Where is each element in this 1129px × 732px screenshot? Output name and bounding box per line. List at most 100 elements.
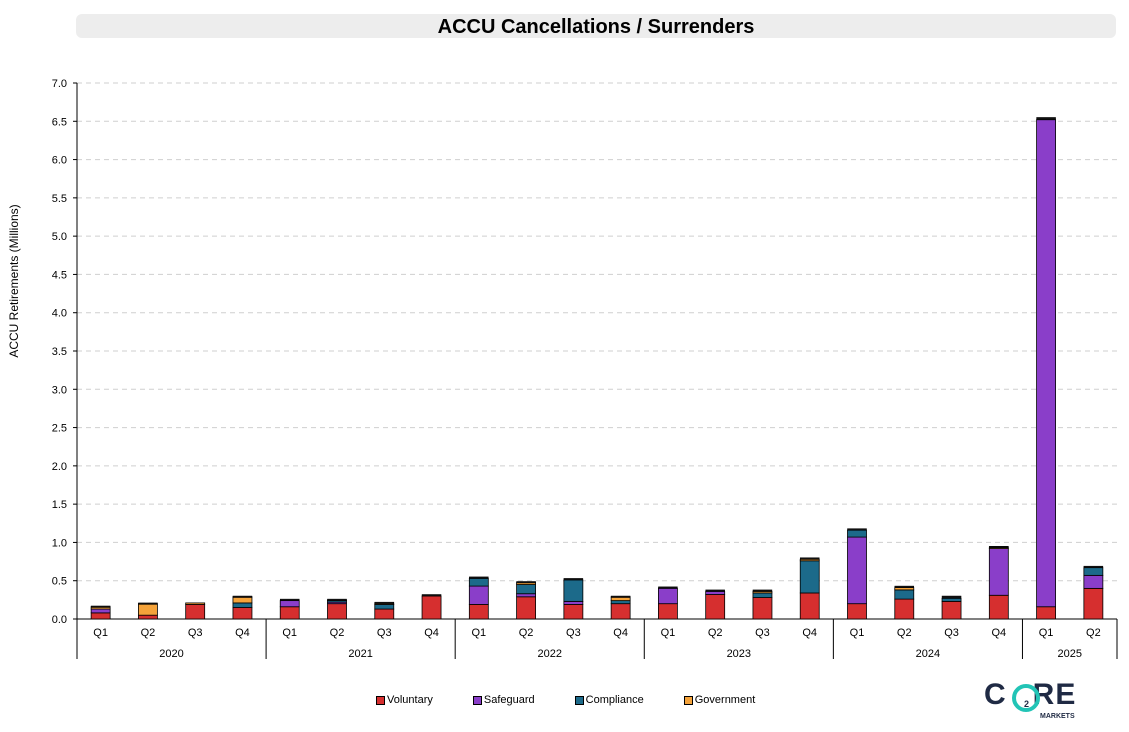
bar-voluntary xyxy=(894,598,915,620)
bar-voluntary xyxy=(563,604,584,620)
x-tick-label: Q4 xyxy=(613,627,628,639)
bar-cap xyxy=(90,605,111,608)
bar-cap xyxy=(374,601,395,604)
y-tick-label: 0.0 xyxy=(52,614,67,626)
x-tick-label: Q4 xyxy=(424,627,439,639)
y-tick-label: 4.5 xyxy=(52,269,67,281)
x-tick-label: Q2 xyxy=(330,627,345,639)
bar-voluntary xyxy=(279,606,300,620)
x-tick-label: Q3 xyxy=(377,627,392,639)
x-tick-label: Q3 xyxy=(755,627,770,639)
year-label: 2022 xyxy=(537,648,561,660)
x-tick-label: Q1 xyxy=(661,627,676,639)
core-markets-logo: C RE 2 MARKETS xyxy=(984,678,1090,722)
bar-voluntary xyxy=(988,594,1009,620)
bar-cap xyxy=(989,546,1009,549)
legend-item: Safeguard xyxy=(472,694,535,706)
legend-swatch xyxy=(472,695,482,705)
bar-safeguard xyxy=(988,548,1009,596)
bar-voluntary xyxy=(799,592,820,620)
bar-voluntary xyxy=(90,612,111,620)
bar-safeguard xyxy=(658,587,678,605)
bar-compliance xyxy=(374,604,395,610)
bar-voluntary xyxy=(610,603,631,620)
bar-voluntary xyxy=(1083,587,1104,620)
y-tick-label: 6.0 xyxy=(52,155,67,167)
year-label: 2024 xyxy=(916,648,940,660)
bar-safeguard xyxy=(1036,119,1056,608)
x-tick-label: Q3 xyxy=(566,627,581,639)
y-tick-label: 7.0 xyxy=(52,78,67,90)
x-tick-label: Q1 xyxy=(471,627,486,639)
bar-safeguard xyxy=(563,600,584,605)
x-tick-label: Q1 xyxy=(850,627,865,639)
bar-cap xyxy=(610,595,631,598)
x-tick-label: Q2 xyxy=(897,627,912,639)
bar-voluntary xyxy=(1036,606,1056,620)
x-tick-label: Q2 xyxy=(519,627,534,639)
x-tick-label: Q1 xyxy=(1039,627,1054,639)
bar-voluntary xyxy=(185,604,206,620)
bar-cap xyxy=(516,581,536,584)
y-tick-label: 0.5 xyxy=(52,576,67,588)
bar-compliance xyxy=(894,589,915,600)
x-tick-label: Q4 xyxy=(991,627,1006,639)
legend-item: Government xyxy=(683,694,756,706)
logo-subscript: 2 xyxy=(1024,699,1030,709)
y-tick-label: 4.0 xyxy=(52,308,67,320)
bar-cap xyxy=(279,598,300,601)
year-label: 2025 xyxy=(1057,648,1081,660)
bar-cap xyxy=(232,595,253,598)
bar-compliance xyxy=(941,597,962,602)
bar-cap xyxy=(705,589,725,592)
bar-voluntary xyxy=(327,603,347,620)
y-tick-label: 1.5 xyxy=(52,499,67,511)
bar-cap xyxy=(138,602,158,605)
bar-safeguard xyxy=(1083,574,1104,589)
bar-voluntary xyxy=(705,594,726,620)
legend-item: Compliance xyxy=(574,694,644,706)
bar-safeguard xyxy=(468,585,489,605)
x-tick-label: Q1 xyxy=(282,627,297,639)
bar-voluntary xyxy=(941,600,962,620)
bar-government xyxy=(185,602,206,605)
bar-voluntary xyxy=(658,603,678,620)
bar-cap xyxy=(894,585,915,588)
bar-cap xyxy=(1083,565,1104,568)
year-label: 2021 xyxy=(348,648,372,660)
logo-wordmark: C RE xyxy=(984,678,1077,711)
bar-cap xyxy=(847,528,867,531)
bar-cap xyxy=(658,586,678,589)
x-tick-label: Q3 xyxy=(944,627,959,639)
legend-label: Government xyxy=(694,694,756,706)
bar-cap xyxy=(941,595,962,599)
bar-government xyxy=(138,603,158,616)
year-label: 2023 xyxy=(727,648,751,660)
bar-compliance xyxy=(232,602,253,608)
y-tick-label: 6.5 xyxy=(52,116,67,128)
y-tick-label: 5.0 xyxy=(52,231,67,243)
bar-cap xyxy=(469,576,489,579)
bar-compliance xyxy=(610,600,631,605)
y-tick-label: 2.5 xyxy=(52,423,67,435)
bar-safeguard xyxy=(516,593,536,598)
y-tick-label: 1.0 xyxy=(52,537,67,549)
logo-subtext: MARKETS xyxy=(1040,713,1075,720)
bar-safeguard xyxy=(847,536,867,605)
bar-voluntary xyxy=(232,607,253,620)
bar-cap xyxy=(563,578,584,581)
bar-safeguard xyxy=(705,591,726,595)
bar-compliance xyxy=(468,578,489,587)
x-tick-label: Q2 xyxy=(1086,627,1101,639)
y-tick-label: 3.5 xyxy=(52,346,67,358)
legend-label: Safeguard xyxy=(483,694,535,706)
legend-swatch xyxy=(574,695,584,705)
bar-safeguard xyxy=(90,608,111,614)
y-tick-label: 3.0 xyxy=(52,384,67,396)
x-tick-label: Q4 xyxy=(802,627,817,639)
legend-item: Voluntary xyxy=(376,694,433,706)
bar-voluntary xyxy=(516,596,536,620)
bar-cap xyxy=(799,557,820,560)
bar-cap xyxy=(421,594,442,597)
y-tick-label: 5.5 xyxy=(52,193,67,205)
